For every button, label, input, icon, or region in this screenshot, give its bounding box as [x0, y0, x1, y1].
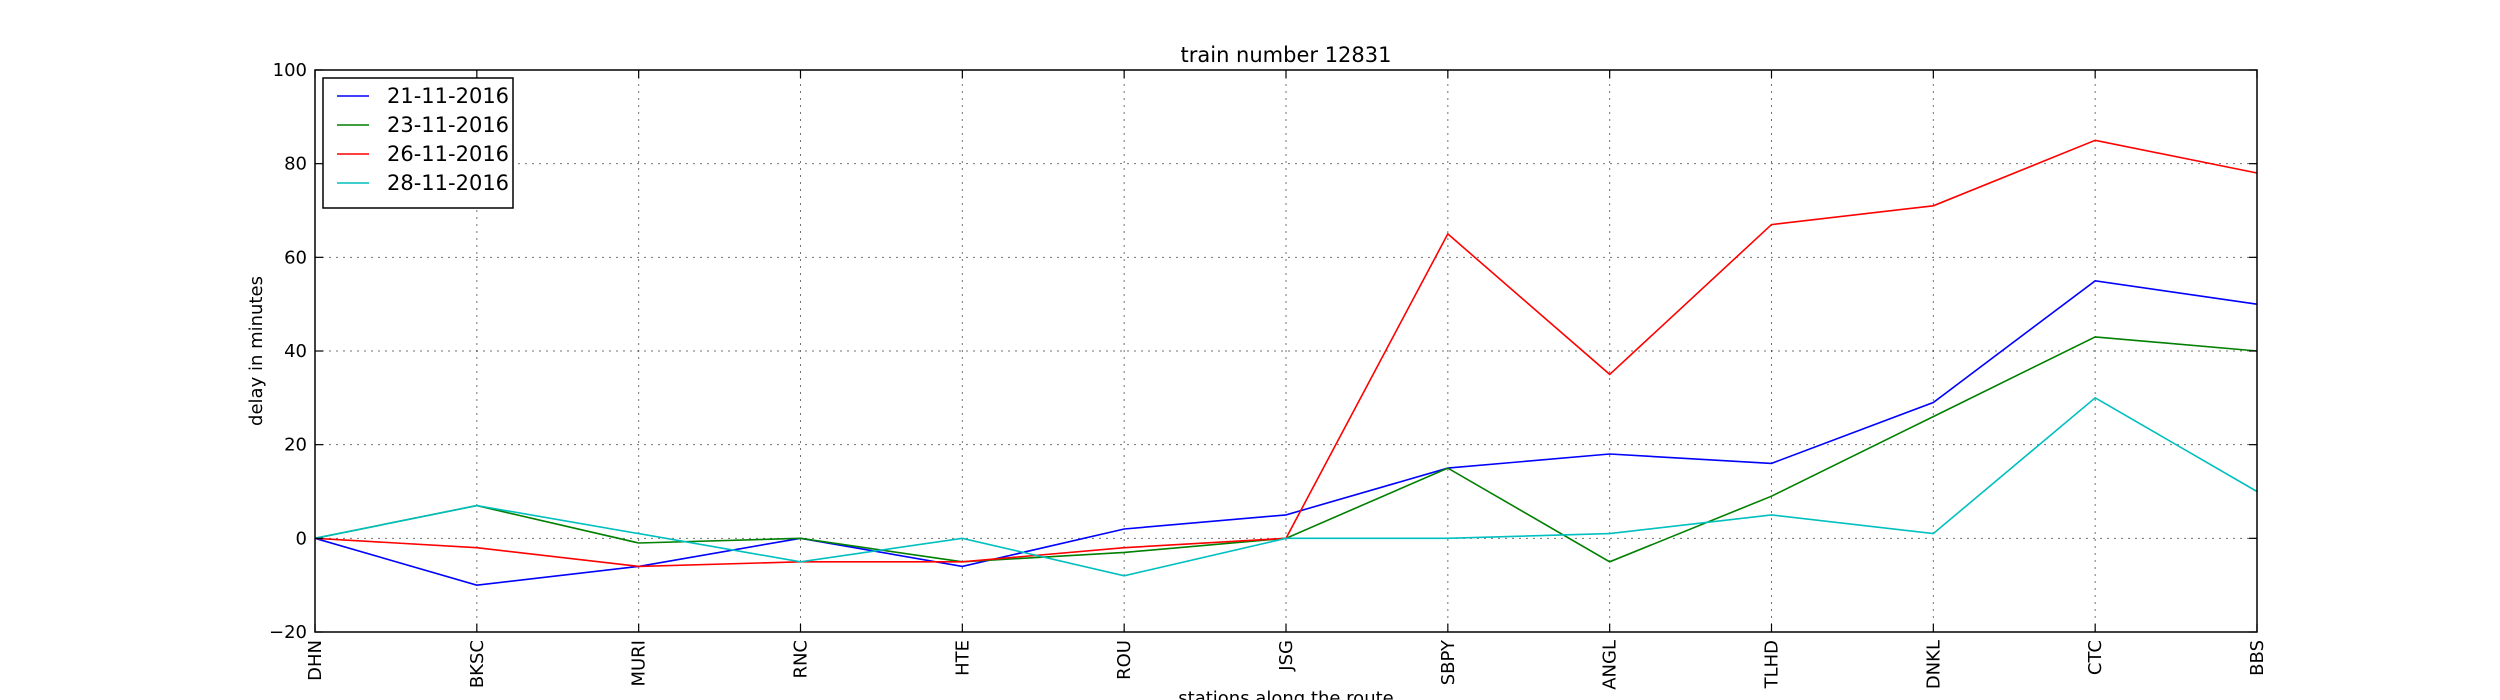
legend-label: 28-11-2016	[387, 171, 509, 195]
series-line-28-11-2016	[314, 396, 2258, 577]
x-tick-label: BKSC	[467, 640, 488, 688]
x-tick-label: SBPY	[1438, 639, 1459, 685]
x-tick-label: TLHD	[1762, 640, 1783, 689]
x-tick-label: ANGL	[1600, 640, 1621, 690]
ticks	[314, 69, 2258, 633]
y-tick-label: 40	[284, 341, 307, 362]
y-tick-label: 80	[284, 154, 307, 175]
x-tick-label: MURI	[629, 640, 650, 687]
x-axis-title: stations along the route	[1178, 688, 1393, 700]
grid	[315, 70, 2257, 632]
x-tick-label: BBS	[2247, 640, 2268, 676]
legend-label: 23-11-2016	[387, 113, 509, 137]
x-tick-label: RNC	[791, 640, 812, 679]
legend-label: 26-11-2016	[387, 142, 509, 166]
x-tick-label: ROU	[1114, 640, 1135, 680]
x-tick-label: HTE	[952, 640, 973, 676]
x-tick-label: CTC	[2085, 640, 2106, 675]
x-tick-label: JSG	[1276, 640, 1297, 672]
y-tick-label: 60	[284, 247, 307, 268]
y-axis-title: delay in minutes	[246, 276, 267, 426]
legend-label: 21-11-2016	[387, 84, 509, 108]
y-tick-label: −20	[269, 622, 307, 643]
chart-title: train number 12831	[1181, 43, 1392, 67]
y-tick-labels: −20 0 20 40 60 80 100	[269, 60, 307, 643]
legend: 21-11-2016 23-11-2016 26-11-2016 28-11-2016	[322, 77, 514, 209]
x-tick-labels: DHN BKSC MURI RNC HTE ROU JSG SBPY ANGL TLHD DNKL C…	[305, 639, 2268, 690]
y-tick-label: 100	[273, 60, 307, 81]
y-tick-label: 0	[296, 528, 307, 549]
y-tick-label: 20	[284, 435, 307, 456]
x-tick-label: DNKL	[1923, 640, 1944, 689]
x-tick-label: DHN	[305, 640, 326, 681]
legend-box	[322, 77, 514, 209]
series-lines	[314, 139, 2258, 587]
